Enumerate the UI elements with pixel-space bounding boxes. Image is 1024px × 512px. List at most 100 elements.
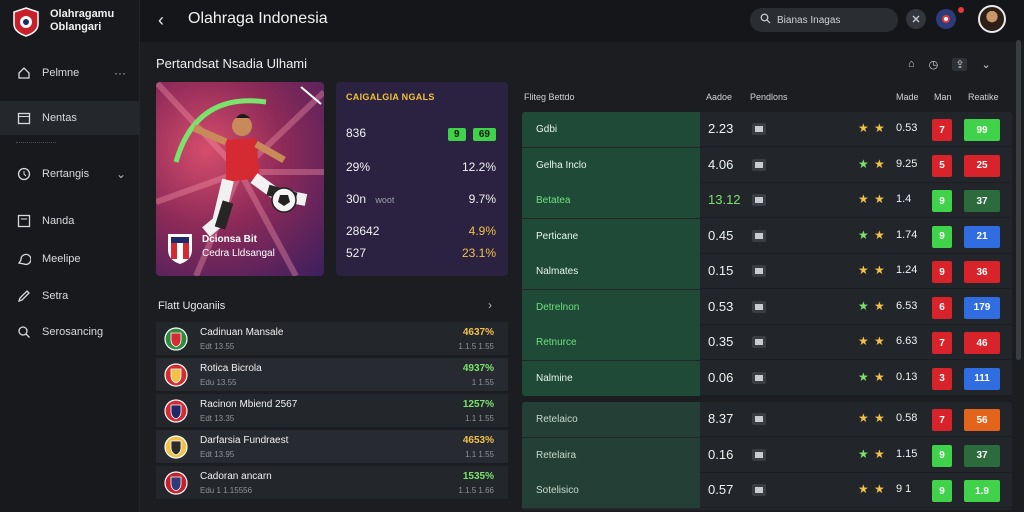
settings-icon[interactable] <box>906 9 926 29</box>
table-row[interactable]: Nalmates 0.15 ★ ★ 1.24 9 36 <box>522 254 1012 289</box>
row-badge[interactable]: 37 <box>964 444 1000 467</box>
sidebar-item-setra[interactable]: Setra <box>0 279 140 313</box>
search-input[interactable]: Bianas Inagas <box>750 8 898 32</box>
row-chip[interactable]: 9 <box>932 225 952 248</box>
star-icon[interactable]: ★ <box>858 298 869 313</box>
star-icon[interactable]: ★ <box>874 298 885 313</box>
table-row[interactable]: Nalmine 0.06 ★ ★ 0.13 3 111 <box>522 360 1012 396</box>
chevron-down-icon[interactable]: ⌄ <box>115 167 126 181</box>
sidebar-item-meelipe[interactable]: Meelipe <box>0 242 140 276</box>
odds-table-group: Gdbi 2.23 ★ ★ 0.53 7 99 Gelha Inclo 4.06 ★ ★ 9.25 5 2… <box>522 112 1012 396</box>
chat-icon <box>16 251 32 267</box>
sidebar-item-label: Rertangis <box>42 168 90 180</box>
table-row[interactable]: Retelaira 0.16 ★ ★ 1.15 9 37 <box>522 437 1012 473</box>
back-arrow-icon[interactable]: ‹ <box>158 10 164 30</box>
row-badge[interactable]: 21 <box>964 225 1000 248</box>
home-icon[interactable]: ⌂ <box>908 58 915 70</box>
sidebar-item-label: Pelmne <box>42 67 80 79</box>
clock-icon[interactable]: ◷ <box>928 59 939 71</box>
trophy-icon <box>16 166 32 182</box>
row-chip[interactable]: 3 <box>932 367 952 390</box>
row-chip[interactable]: 6 <box>932 296 952 319</box>
star-icon[interactable]: ★ <box>874 482 885 496</box>
row-badge[interactable]: 46 <box>964 332 1000 354</box>
table-row[interactable]: Perticane 0.45 ★ ★ 1.74 9 21 <box>522 218 1012 254</box>
star-icon[interactable]: ★ <box>858 482 869 496</box>
list-item[interactable]: Cadoran ancarn Edu 1 1.15556 1535% 1.1.5 1.… <box>156 466 508 500</box>
star-icon[interactable]: ★ <box>874 369 885 384</box>
row-badge[interactable]: 1.9 <box>964 480 1000 502</box>
chevron-right-icon[interactable]: › <box>488 298 492 312</box>
table-row[interactable]: Retnurce 0.35 ★ ★ 6.63 7 46 <box>522 325 1012 360</box>
chevron-down-icon[interactable]: ⌄ <box>981 59 991 71</box>
star-icon[interactable]: ★ <box>874 121 885 135</box>
star-icon[interactable]: ★ <box>874 446 885 461</box>
star-icon[interactable]: ★ <box>858 334 869 348</box>
star-icon[interactable]: ★ <box>874 227 885 242</box>
table-row[interactable]: Retelaico 8.37 ★ ★ 0.58 7 56 <box>522 402 1012 437</box>
star-icon[interactable]: ★ <box>874 156 885 171</box>
row-odds-value: 0.45 <box>708 227 734 243</box>
row-chip[interactable]: 7 <box>932 332 952 354</box>
star-icon[interactable]: ★ <box>874 411 885 425</box>
row-chip[interactable]: 9 <box>932 261 952 283</box>
row-badge[interactable]: 99 <box>964 119 1000 141</box>
star-icon[interactable]: ★ <box>858 411 869 425</box>
star-icon[interactable]: ★ <box>858 227 869 242</box>
star-icon[interactable]: ★ <box>858 121 869 135</box>
table-row[interactable]: Betatea 13.12 ★ ★ 1.4 9 37 <box>522 183 1012 218</box>
star-icon[interactable]: ★ <box>858 192 869 206</box>
row-chip[interactable]: 7 <box>932 409 952 431</box>
brand-line2: Oblangari <box>50 21 102 33</box>
star-icon[interactable]: ★ <box>858 263 869 277</box>
team-mini-icon <box>752 194 766 206</box>
table-row[interactable]: Gdbi 2.23 ★ ★ 0.53 7 99 <box>522 112 1012 147</box>
list-item[interactable]: Cadinuan Mansale Edt 13.55 4637% 1.1.5 1.55 <box>156 322 508 356</box>
brand-logo[interactable] <box>10 6 42 38</box>
star-icon[interactable]: ★ <box>874 263 885 277</box>
row-chip[interactable]: 9 <box>932 190 952 212</box>
list-item[interactable]: Racinon Mbiend 2567 Edt 13.35 1257% 1.1 1.5… <box>156 394 508 428</box>
row-label: Nalmates <box>522 254 700 289</box>
row-badge[interactable]: 179 <box>964 296 1000 319</box>
row-label: Gelha Inclo <box>522 147 700 183</box>
sidebar-item-nanda[interactable]: Nanda <box>0 204 140 238</box>
share-icon[interactable]: ⇪ <box>952 58 968 71</box>
star-icon[interactable]: ★ <box>874 192 885 206</box>
table-header: Aadoe <box>706 92 733 102</box>
table-row[interactable]: Sotelisico 0.57 ★ ★ 9 1 9 1.9 <box>522 473 1012 508</box>
sidebar-item-rertangis[interactable]: Rertangis ⌄ <box>0 157 140 191</box>
notifications-icon[interactable] <box>936 9 956 29</box>
star-icon[interactable]: ★ <box>858 446 869 461</box>
row-chip[interactable]: 7 <box>932 119 952 141</box>
row-chip[interactable]: 9 <box>932 444 952 467</box>
row-badge[interactable]: 36 <box>964 261 1000 283</box>
row-badge[interactable]: 25 <box>964 154 1000 177</box>
sidebar-item-nentas[interactable]: Nentas <box>0 101 140 135</box>
stat-value: 29% <box>346 160 371 174</box>
hero-card[interactable]: Dcionsa Bit Cedra Lldsangal <box>156 82 324 276</box>
sidebar-item-pelmne[interactable]: Pelmne ··· <box>0 56 140 90</box>
table-row[interactable]: Detrelnon 0.53 ★ ★ 6.53 6 179 <box>522 289 1012 325</box>
row-chip[interactable]: 5 <box>932 154 952 177</box>
star-icon[interactable]: ★ <box>858 156 869 171</box>
scrollbar[interactable] <box>1016 40 1021 360</box>
search-icon <box>16 324 32 340</box>
club-crest-icon <box>168 234 192 264</box>
list-item[interactable]: Darfarsia Fundraest Edt 13.95 4653% 1.1 1.5… <box>156 430 508 464</box>
table-row[interactable]: Gelha Inclo 4.06 ★ ★ 9.25 5 25 <box>522 147 1012 183</box>
row-label: Retelaico <box>522 402 700 437</box>
row-badge[interactable]: 37 <box>964 190 1000 212</box>
star-icon[interactable]: ★ <box>874 334 885 348</box>
list-item[interactable]: Rotica Bicrola Edu 13.55 4937% 1 1.55 <box>156 358 508 392</box>
row-chip[interactable]: 9 <box>932 480 952 502</box>
main-panel: Pertandsat Nsadia Ulhami ⌂ ◷ ⇪ ⌄ <box>140 42 1024 512</box>
row-badge[interactable]: 111 <box>964 367 1000 390</box>
more-icon[interactable]: ··· <box>114 66 126 80</box>
avatar[interactable] <box>978 5 1006 33</box>
row-odds-value: 2.23 <box>708 121 734 136</box>
sidebar-item-serosancing[interactable]: Serosancing <box>0 315 140 349</box>
row-badge[interactable]: 56 <box>964 409 1000 431</box>
list-item-sub: Edu 13.55 <box>200 378 237 387</box>
star-icon[interactable]: ★ <box>858 369 869 384</box>
